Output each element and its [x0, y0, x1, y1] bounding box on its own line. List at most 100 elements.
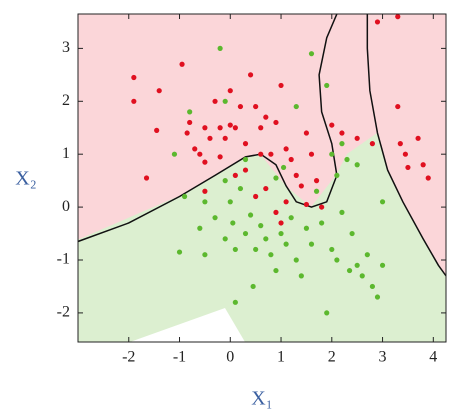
point	[202, 188, 208, 194]
point	[197, 225, 203, 231]
point	[379, 199, 386, 205]
point	[222, 135, 228, 141]
point	[369, 283, 375, 290]
point	[242, 141, 249, 147]
x-axis-title: X₁	[251, 388, 272, 410]
point	[359, 273, 365, 279]
point	[308, 241, 315, 247]
y-tick-label: 0	[62, 198, 70, 215]
point	[354, 162, 360, 168]
point	[250, 283, 256, 290]
point	[319, 220, 325, 226]
point	[303, 130, 310, 136]
point	[156, 88, 162, 94]
point	[212, 98, 218, 104]
point	[258, 125, 264, 131]
x-tick-label: 3	[379, 349, 387, 366]
region-green	[78, 133, 446, 342]
point	[369, 141, 375, 147]
point	[247, 72, 254, 78]
point	[293, 103, 299, 110]
point	[278, 220, 284, 226]
point	[217, 125, 223, 131]
point	[154, 127, 160, 133]
point	[288, 156, 294, 163]
point	[339, 209, 345, 215]
point	[227, 122, 233, 128]
regions	[78, 14, 446, 342]
point	[273, 119, 279, 126]
x-tick-label: -1	[173, 349, 186, 366]
point	[346, 267, 353, 274]
point	[181, 193, 188, 200]
point	[303, 201, 310, 208]
point	[324, 310, 330, 316]
point	[253, 193, 259, 200]
point	[293, 257, 299, 263]
point	[379, 262, 386, 268]
point	[395, 14, 401, 20]
plot-frame	[77, 13, 447, 343]
x-tick-label: 0	[226, 349, 234, 366]
point	[242, 230, 249, 237]
point	[242, 156, 249, 163]
point	[212, 215, 218, 221]
point	[237, 103, 244, 110]
point	[202, 125, 208, 131]
decision-boundary	[366, 14, 446, 277]
point	[227, 199, 233, 205]
y-tick-label: 2	[62, 92, 70, 109]
point	[324, 82, 330, 89]
point	[308, 151, 315, 157]
point	[192, 146, 198, 152]
point	[374, 294, 381, 300]
point	[237, 185, 244, 192]
point	[298, 183, 304, 189]
point	[184, 130, 190, 136]
point	[207, 135, 213, 141]
point	[308, 51, 315, 57]
point	[253, 246, 259, 253]
y-tick-label: 1	[62, 145, 70, 162]
point	[230, 220, 236, 226]
point	[217, 45, 223, 51]
point	[202, 199, 208, 205]
point	[202, 252, 208, 258]
point	[273, 175, 279, 181]
point	[364, 252, 370, 258]
point	[339, 141, 345, 147]
plot-area	[78, 14, 446, 316]
point	[425, 175, 431, 181]
point	[222, 178, 228, 184]
point	[344, 156, 350, 163]
point	[131, 74, 137, 81]
point	[280, 164, 287, 171]
x-tick-label: -2	[122, 349, 135, 366]
point	[293, 172, 299, 178]
point	[273, 209, 279, 215]
point	[176, 249, 183, 255]
point	[288, 215, 294, 221]
point	[405, 164, 411, 171]
point	[247, 212, 254, 218]
point	[217, 154, 223, 160]
y-axis-title: X₂	[15, 168, 36, 190]
point	[263, 236, 269, 242]
point	[374, 19, 381, 25]
point	[339, 130, 345, 136]
point	[227, 88, 233, 94]
point	[283, 199, 289, 205]
point	[283, 146, 289, 152]
point	[202, 159, 208, 165]
point	[329, 122, 335, 128]
point	[319, 204, 325, 210]
point	[197, 151, 203, 157]
point	[420, 162, 426, 168]
decision-boundary	[78, 14, 338, 243]
point	[232, 299, 238, 305]
point	[283, 241, 289, 247]
point	[334, 172, 340, 178]
point	[131, 98, 137, 104]
point	[268, 151, 274, 157]
